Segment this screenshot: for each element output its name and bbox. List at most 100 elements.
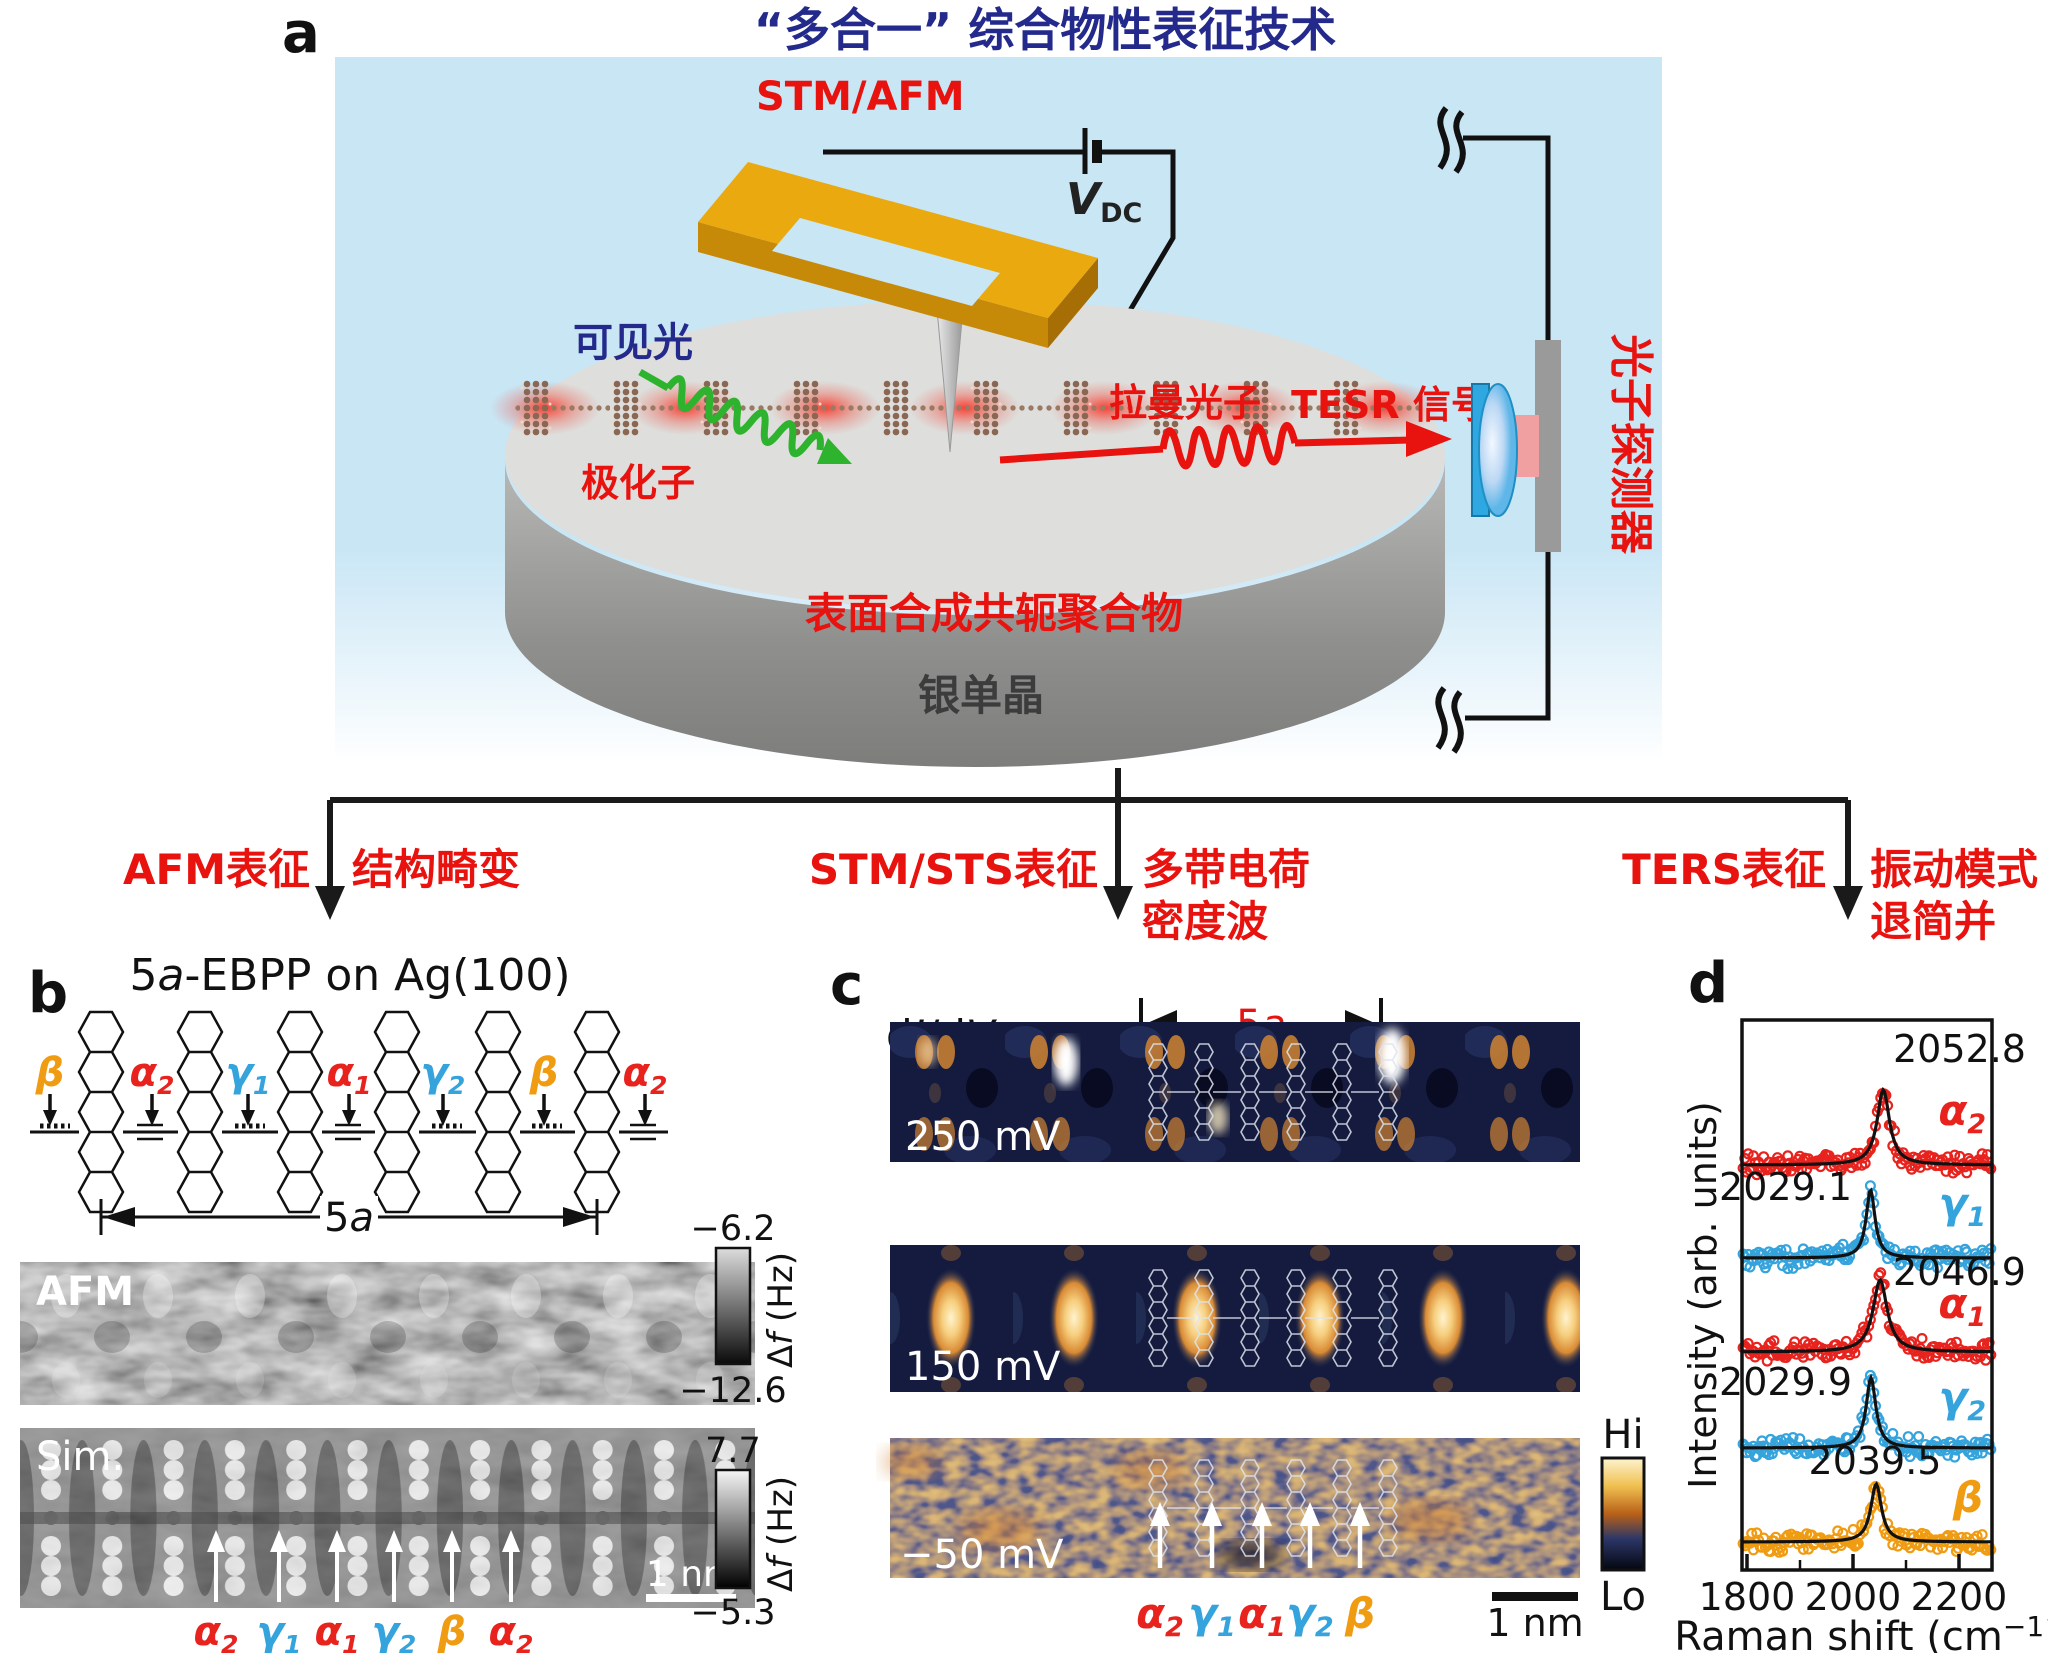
afm-image: AFM — [20, 1262, 755, 1405]
spectra-group — [1737, 1086, 1997, 1558]
xtick-1800: 1800 — [1699, 1575, 1796, 1619]
stm-map-150mv: 150 mV — [890, 1245, 1580, 1392]
panel-label-c: c — [830, 953, 863, 1018]
tesr-signal-label: TESR 信号 — [1291, 383, 1489, 427]
sim-colorbar: 7.7 −5.3 Δf (Hz) — [691, 1431, 802, 1633]
branch-arrowhead-afm — [315, 886, 345, 920]
xtick-2200: 2200 — [1911, 1575, 2008, 1619]
stm-mode-arrows — [1150, 1502, 1370, 1568]
span-label-b: 5a — [324, 1195, 374, 1241]
tesr-arrowhead — [1406, 421, 1452, 457]
panel-b-title: 5a-EBPP on Ag(100) — [129, 950, 570, 1001]
bond-label-alpha2-2: α2 — [623, 1050, 668, 1100]
visible-light-arrowhead — [817, 438, 852, 464]
stm-colorbar-hi: Hi — [1602, 1412, 1643, 1458]
xtick-2000: 2000 — [1805, 1575, 1902, 1619]
afm-colorbar-min: −12.6 — [679, 1371, 786, 1411]
branch-ters-result-line2: 退简并 — [1870, 897, 1996, 946]
visible-light-lead — [638, 368, 670, 392]
spectrum-mode-gamma1: γ1 — [1939, 1179, 1986, 1233]
triple-bonds — [137, 1123, 656, 1141]
sim-mode-arrows — [207, 1530, 520, 1602]
branch-stm-result-line1: 多带电荷 — [1142, 845, 1310, 894]
sim-mode-beta: β — [437, 1609, 467, 1653]
stm-map-minus50mv: −50 mV — [882, 1438, 1580, 1578]
sim-image: Sim. 1 nm — [20, 1428, 755, 1608]
panel-a-schematic: a “多合一” 综合物性表征技术 VDC 可见光 极化子 拉曼光子 TESR 信… — [123, 1, 2038, 946]
fit-curve-3 — [1742, 1373, 1992, 1450]
polaron-label: 极化子 — [581, 461, 695, 505]
photon-detector-label: 光子探测器 — [1605, 334, 1656, 555]
peak-value-gamma2: 2029.9 — [1719, 1360, 1852, 1404]
branch-afm-result: 结构畸变 — [352, 845, 520, 894]
stm-mode-alpha1: α1 — [1238, 1589, 1286, 1643]
signal-break-icon-top — [1437, 106, 1466, 174]
bond-label-gamma2: γ2 — [421, 1050, 466, 1100]
afm-image-label: AFM — [36, 1269, 134, 1315]
panel-label-d: d — [1688, 951, 1728, 1016]
collection-lens-icon — [1478, 383, 1518, 517]
spectrum-mode-beta: β — [1952, 1473, 1983, 1522]
stm-mode-gamma1: γ1 — [1188, 1589, 1235, 1643]
bias-label-minus50mv: −50 mV — [900, 1532, 1064, 1578]
crystal-top-surface — [505, 300, 1445, 610]
spectrum-mode-alpha2: α2 — [1938, 1086, 1986, 1140]
fit-curve-2 — [1742, 1277, 1992, 1354]
sim-mode-alpha2-1: α2 — [194, 1609, 239, 1653]
bias-label-150mv: 150 mV — [905, 1344, 1061, 1390]
branch-stm-result-line2: 密度波 — [1142, 897, 1268, 946]
panel-label-a: a — [282, 1, 320, 66]
branch-lines — [327, 768, 1851, 892]
figure-title: “多合一” 综合物性表征技术 — [754, 3, 1336, 57]
bias-voltage-label: VDC — [1066, 174, 1142, 229]
bond-label-alpha1: α1 — [327, 1050, 372, 1100]
stm-scalebar — [1492, 1592, 1578, 1601]
polymer-label: 表面合成共轭聚合物 — [805, 589, 1183, 638]
unit-cell-span-b: 5a — [99, 1195, 599, 1241]
raman-photon-label: 拉曼光子 — [1109, 381, 1261, 425]
sim-scalebar — [646, 1594, 736, 1602]
raman-lead — [999, 445, 1164, 464]
sim-colorbar-min: −5.3 — [691, 1593, 776, 1633]
crystal-rim — [505, 460, 1445, 767]
peak-value-beta: 2039.5 — [1809, 1439, 1942, 1483]
peak-value-alpha1: 2046.9 — [1893, 1250, 2026, 1294]
visible-light-label: 可见光 — [573, 320, 693, 366]
branch-afm-technique: AFM表征 — [123, 845, 310, 894]
panel-b-afm: b 5a-EBPP on Ag(100) β α2 γ1 α1 γ2 β α2 — [20, 950, 801, 1653]
afm-colorbar-max: −6.2 — [691, 1209, 776, 1249]
spectra-frame — [1740, 1018, 1994, 1572]
sim-mode-gamma2: γ2 — [372, 1609, 417, 1653]
sim-colorbar-unit: Δf (Hz) — [761, 1476, 801, 1592]
y-axis-label: Intensity (arb. units) — [1681, 1101, 1725, 1489]
afm-colorbar-unit: Δf (Hz) — [761, 1252, 801, 1368]
x-axis-label: Raman shift (cm−1) — [1674, 1610, 2048, 1653]
raman-wave — [1159, 421, 1299, 470]
afm-colorbar: −6.2 −12.6 Δf (Hz) — [679, 1209, 801, 1411]
peak-value-alpha2: 2052.8 — [1893, 1027, 2026, 1071]
bias-label-250mv: 250 mV — [905, 1114, 1061, 1160]
stm-colorbar: Hi Lo — [1600, 1412, 1646, 1620]
detector-plate — [1535, 340, 1561, 552]
bond-label-alpha2-1: α2 — [130, 1050, 175, 1100]
branch-arrowhead-ters — [1833, 886, 1863, 920]
spectrum-mode-alpha1: α1 — [1938, 1279, 1986, 1333]
bond-label-beta-2: β — [529, 1050, 559, 1096]
sim-image-label: Sim. — [36, 1434, 124, 1480]
branch-ters-result-line1: 振动模式 — [1870, 845, 2038, 894]
bond-label-beta-1: β — [35, 1050, 65, 1096]
fit-curve-1 — [1742, 1187, 1992, 1260]
fit-curve-4 — [1742, 1481, 1992, 1544]
fit-curve-0 — [1742, 1086, 1992, 1167]
branch-arrowhead-stm — [1103, 886, 1133, 920]
detector-wires — [1463, 135, 1551, 721]
sim-mode-alpha2-2: α2 — [489, 1609, 534, 1653]
sim-mode-gamma1: γ1 — [257, 1609, 302, 1653]
branch-stm-technique: STM/STS表征 — [809, 845, 1098, 894]
panel-c-stm: c dI/dV 5a 250 mV 150 mV — [830, 953, 1646, 1645]
x-axis-ticks — [1745, 1554, 1961, 1570]
spectra-plot-area — [1742, 1020, 1992, 1570]
qplus-cantilever — [698, 162, 1098, 348]
stm-colorbar-lo: Lo — [1600, 1574, 1646, 1620]
visible-light-wave — [665, 375, 824, 458]
